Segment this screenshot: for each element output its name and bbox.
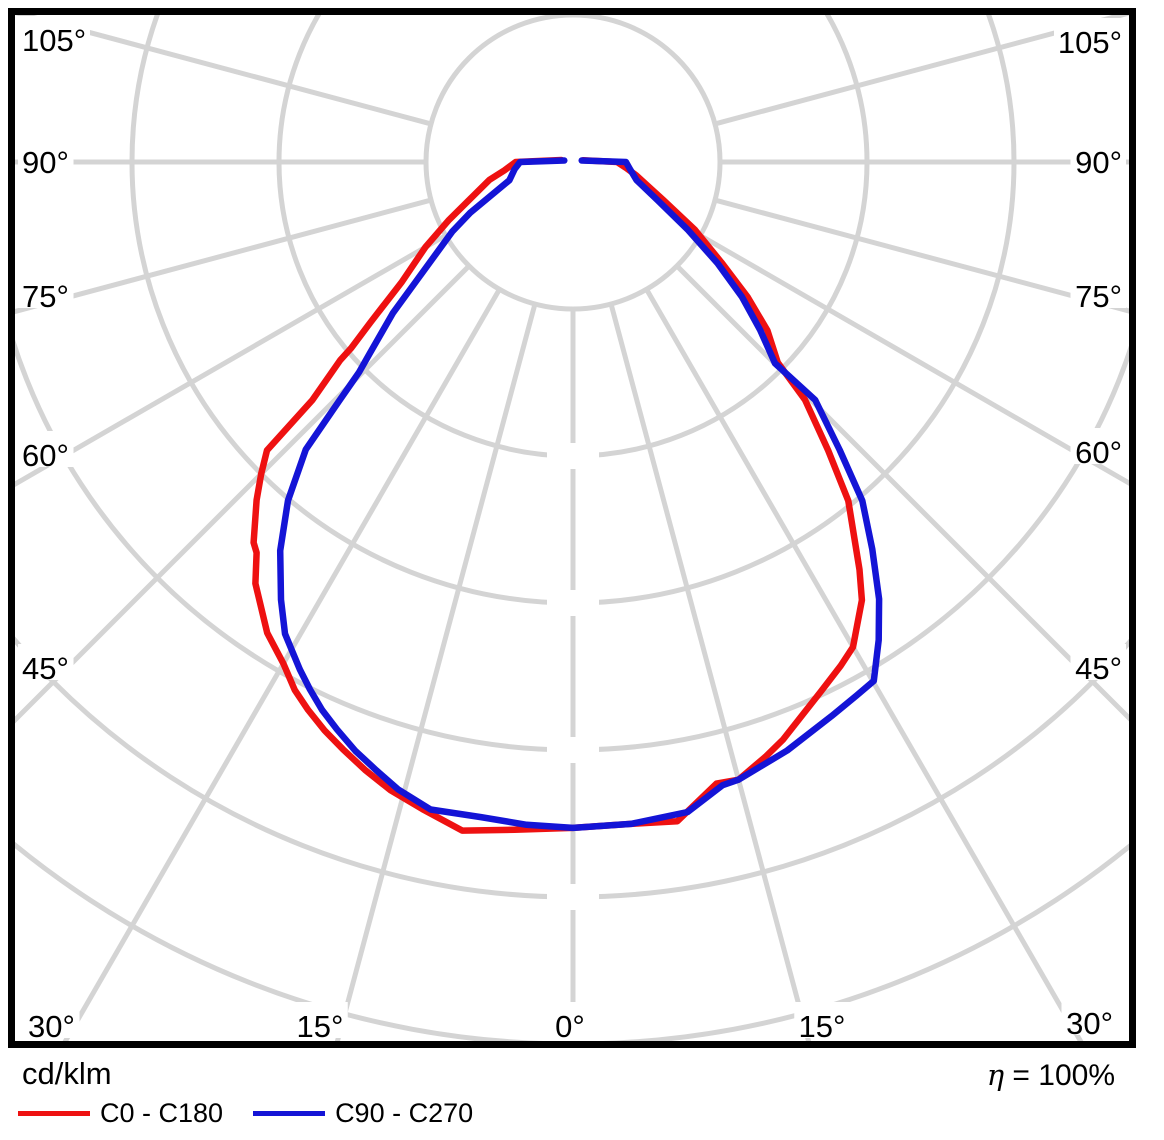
legend-label-c0-c180: C0 - C180 xyxy=(100,1097,224,1128)
angle-ray xyxy=(675,264,1129,722)
angle-label: 90° xyxy=(1075,145,1122,180)
angle-label: 105° xyxy=(1058,25,1122,60)
angle-label: 75° xyxy=(1075,279,1122,314)
angle-label: 45° xyxy=(1075,651,1122,686)
angle-label: 60° xyxy=(22,438,69,473)
angle-label-mask xyxy=(1061,999,1117,1035)
angle-label: 30° xyxy=(28,1009,75,1044)
ring-value-box xyxy=(547,737,599,763)
angle-label-mask xyxy=(18,138,74,174)
eta-value: = 100% xyxy=(1004,1059,1115,1092)
legend: C0 - C180 C90 - C270 xyxy=(18,1096,503,1130)
chart-border xyxy=(8,8,1136,1048)
angle-label-mask xyxy=(1070,644,1126,680)
angle-ray xyxy=(15,233,447,488)
curve-c0-c180 xyxy=(250,156,866,834)
angle-label-mask xyxy=(550,1002,590,1038)
angle-label: 15° xyxy=(799,1009,846,1044)
angle-label-mask xyxy=(1070,272,1126,308)
angle-ray xyxy=(714,197,1129,314)
legend-swatch-c0-c180 xyxy=(18,1110,90,1116)
angle-label: 90° xyxy=(22,145,69,180)
eta-symbol: η xyxy=(986,1058,1005,1092)
angle-ray xyxy=(15,15,432,127)
angle-label-mask xyxy=(18,431,74,467)
angle-ray xyxy=(714,15,1129,127)
angle-label-mask xyxy=(1070,138,1126,174)
ring-circle xyxy=(15,338,1129,753)
angle-label-mask xyxy=(794,1002,850,1038)
angle-label: 15° xyxy=(297,1009,344,1044)
angle-label: 30° xyxy=(1066,1006,1113,1041)
angle-label-mask xyxy=(18,16,90,52)
angle-label-mask xyxy=(1070,428,1126,464)
units-label: cd/klm xyxy=(22,1056,112,1091)
ring-value-box xyxy=(547,884,599,910)
ring-value-box xyxy=(547,443,599,469)
angle-label-mask xyxy=(24,1002,80,1038)
angle-ray xyxy=(62,288,502,1041)
angle-ray xyxy=(15,197,432,315)
ring-circle xyxy=(423,15,723,312)
angle-ray xyxy=(334,303,538,1041)
angle-ray xyxy=(15,264,471,724)
efficiency-label: η = 100% xyxy=(987,1058,1115,1093)
angle-label-mask xyxy=(18,644,74,680)
legend-swatch-c90-c270 xyxy=(253,1110,326,1116)
legend-label-c90-c270: C90 - C270 xyxy=(335,1097,474,1128)
angle-ray xyxy=(699,233,1129,486)
angle-label: 60° xyxy=(1075,435,1122,470)
angle-label: 105° xyxy=(22,23,86,58)
angle-label: 0° xyxy=(555,1009,585,1044)
angle-label: 75° xyxy=(22,279,69,314)
angle-label-mask xyxy=(292,1002,348,1038)
ring-value-box xyxy=(547,590,599,616)
angle-label-mask xyxy=(1054,18,1126,54)
angle-label: 45° xyxy=(22,651,69,686)
curve-c90-c270 xyxy=(276,157,883,832)
angle-ray xyxy=(644,288,1084,1041)
angle-ray xyxy=(608,303,812,1041)
angle-labels: 105° 90° 75° 60° 45° 30° 15° 0° 15° 30° 45° 60° 75° 9… xyxy=(18,16,1126,1044)
angle-label-mask xyxy=(18,272,74,308)
